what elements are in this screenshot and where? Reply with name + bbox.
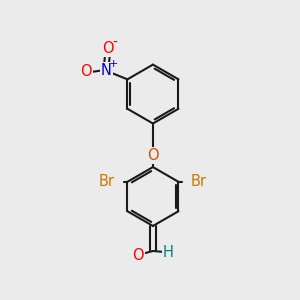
Text: O: O <box>147 148 159 163</box>
Text: +: + <box>109 59 118 69</box>
Text: O: O <box>102 41 113 56</box>
Text: Br: Br <box>191 174 207 189</box>
Text: H: H <box>163 245 174 260</box>
Text: Br: Br <box>99 174 115 189</box>
Text: O: O <box>80 64 92 80</box>
Text: -: - <box>112 36 117 50</box>
Text: N: N <box>101 63 112 78</box>
Text: O: O <box>132 248 143 263</box>
